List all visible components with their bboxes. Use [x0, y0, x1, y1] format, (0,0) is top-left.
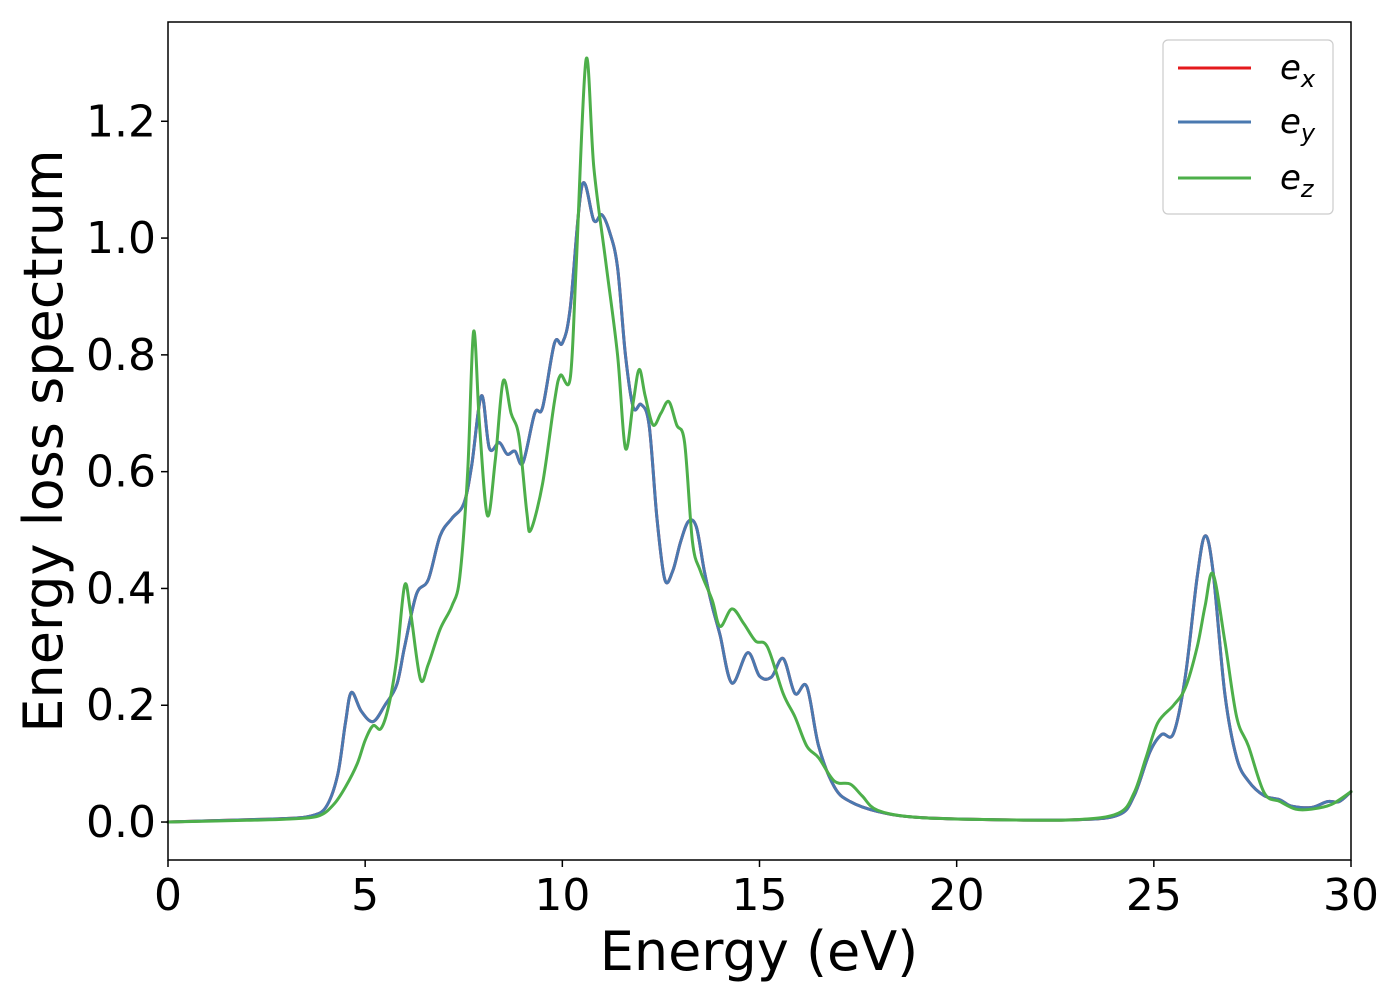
x-tick-label: 15	[732, 870, 788, 921]
y-tick-label: 1.0	[86, 213, 156, 264]
legend-label-z: ez	[1280, 158, 1315, 203]
x-tick-label: 30	[1323, 870, 1379, 921]
legend-box	[1162, 39, 1334, 215]
y-tick-label: 0.0	[86, 797, 156, 848]
series-line-y	[166, 181, 1353, 824]
series-layer	[166, 56, 1353, 824]
x-tick-label: 20	[929, 870, 985, 921]
x-tick-label: 5	[351, 870, 379, 921]
y-tick-label: 1.2	[86, 96, 156, 147]
y-tick-label: 0.6	[86, 447, 156, 498]
x-tick-label: 10	[534, 870, 590, 921]
y-tick-label: 0.8	[86, 330, 156, 381]
y-axis: 0.0 0.2 0.4 0.6 0.8 1.0 1.2	[86, 96, 168, 848]
x-axis-label: Energy (eV)	[600, 920, 919, 983]
x-tick-label: 25	[1126, 870, 1182, 921]
legend-label-x: ex	[1280, 48, 1316, 93]
x-tick-label: 0	[154, 870, 182, 921]
x-axis: 0 5 10 15 20 25 30	[154, 860, 1379, 921]
y-tick-label: 0.2	[86, 680, 156, 731]
legend-label-y: ey	[1280, 102, 1316, 147]
legend: ex ey ez	[1162, 39, 1334, 215]
series-line-z	[166, 56, 1353, 824]
y-tick-label: 0.4	[86, 563, 156, 614]
y-axis-label: Energy loss spectrum	[12, 149, 75, 732]
